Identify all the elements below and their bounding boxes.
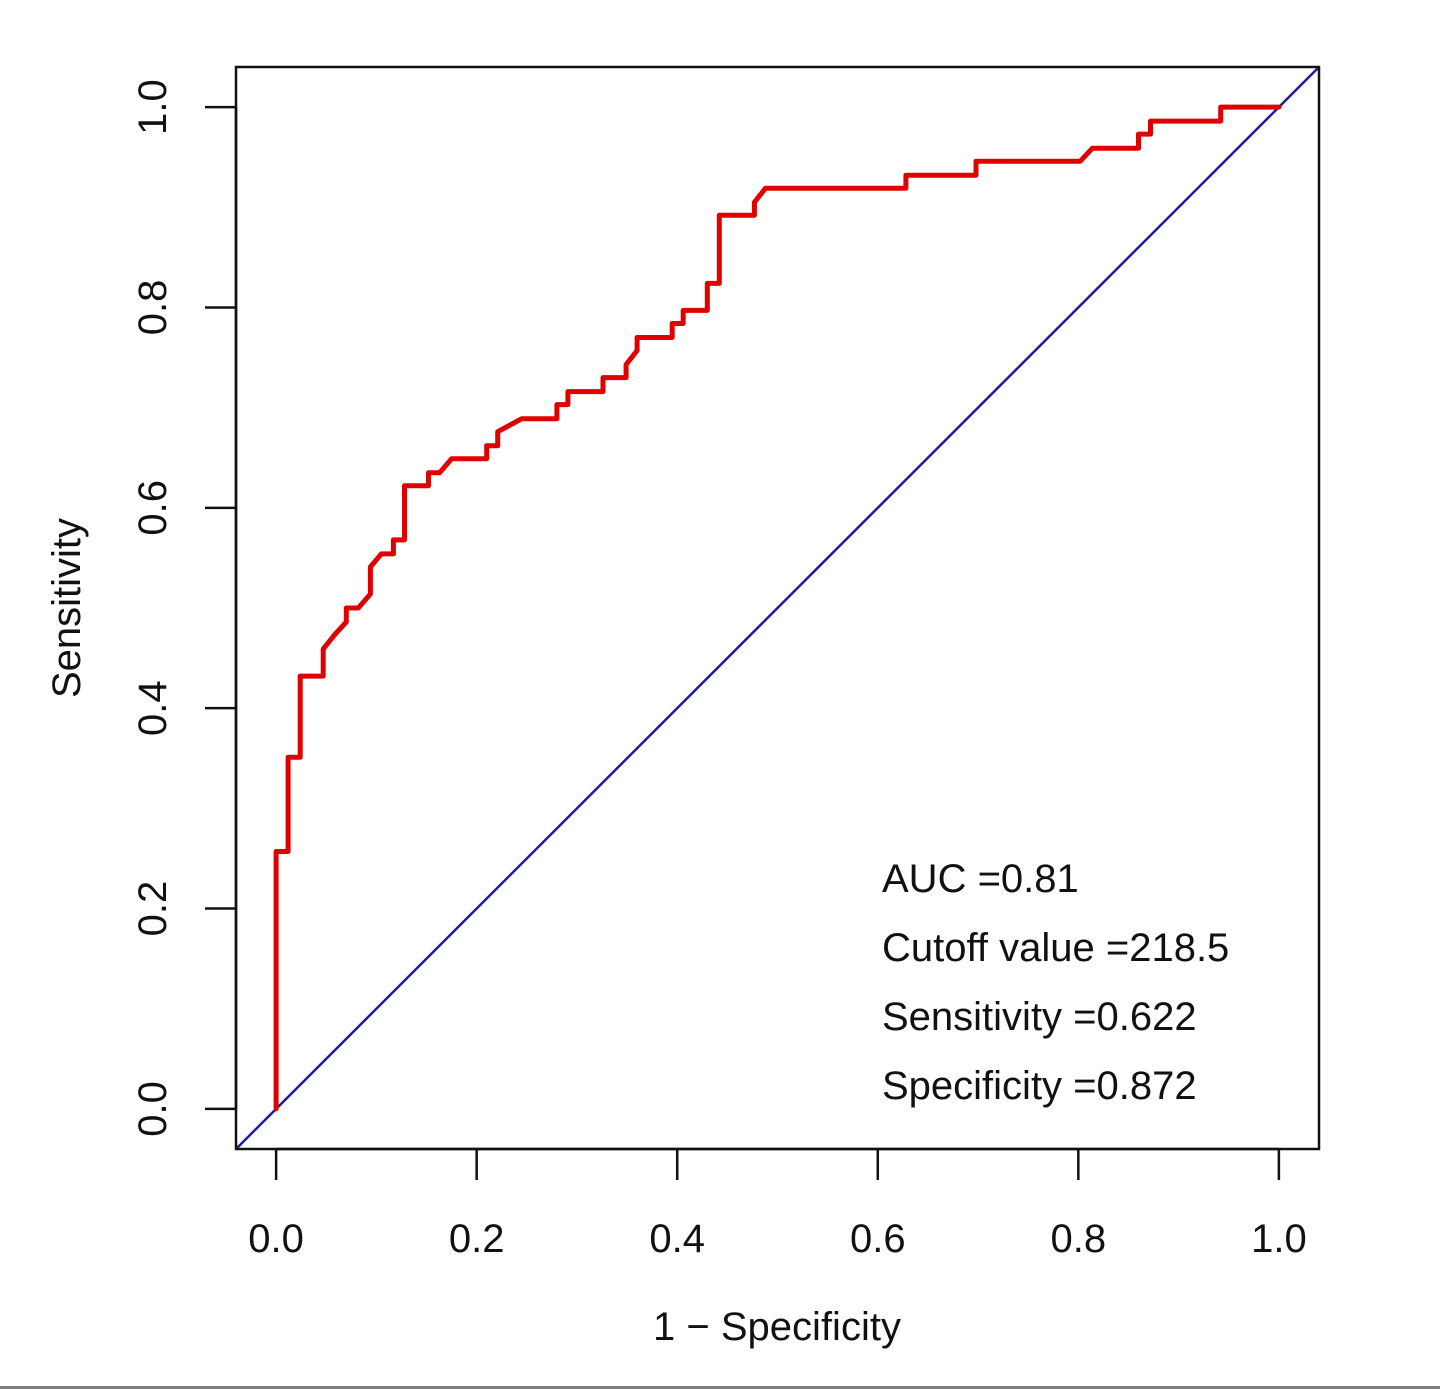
reference-diagonal-layer	[235, 66, 1320, 1150]
y-axis: 0.0 0.2 0.4 0.6 0.8 1.0	[131, 79, 238, 1137]
bottom-border	[0, 1386, 1440, 1389]
x-tick-label: 0.2	[449, 1217, 505, 1261]
y-tick-label: 0.2	[131, 881, 175, 937]
x-tick-label: 0.8	[1051, 1217, 1107, 1261]
reference-diagonal-line	[235, 66, 1320, 1150]
x-axis: 0.0 0.2 0.4 0.6 0.8 1.0	[248, 1147, 1307, 1261]
x-tick-label: 0.4	[649, 1217, 705, 1261]
x-tick-label: 0.6	[850, 1217, 906, 1261]
annotation-line: Specificity =0.872	[882, 1064, 1197, 1108]
roc-curve-layer	[273, 104, 1282, 1112]
roc-curve-line	[273, 104, 1282, 1112]
annotation-line: Sensitivity =0.622	[882, 995, 1197, 1039]
annotation-block: AUC =0.81 Cutoff value =218.5 Sensitivity …	[882, 857, 1229, 1108]
y-tick-label: 0.0	[131, 1081, 175, 1137]
annotation-line: Cutoff value =218.5	[882, 926, 1229, 970]
x-tick-label: 1.0	[1251, 1217, 1307, 1261]
x-axis-title: 1 − Specificity	[653, 1305, 901, 1349]
y-axis-title: Sensitivity	[45, 518, 89, 698]
y-tick-label: 0.8	[131, 280, 175, 336]
y-tick-label: 0.4	[131, 680, 175, 736]
x-tick-label: 0.0	[248, 1217, 304, 1261]
y-tick-label: 1.0	[131, 79, 175, 135]
y-tick-label: 0.6	[131, 480, 175, 536]
annotation-line: AUC =0.81	[882, 857, 1079, 901]
